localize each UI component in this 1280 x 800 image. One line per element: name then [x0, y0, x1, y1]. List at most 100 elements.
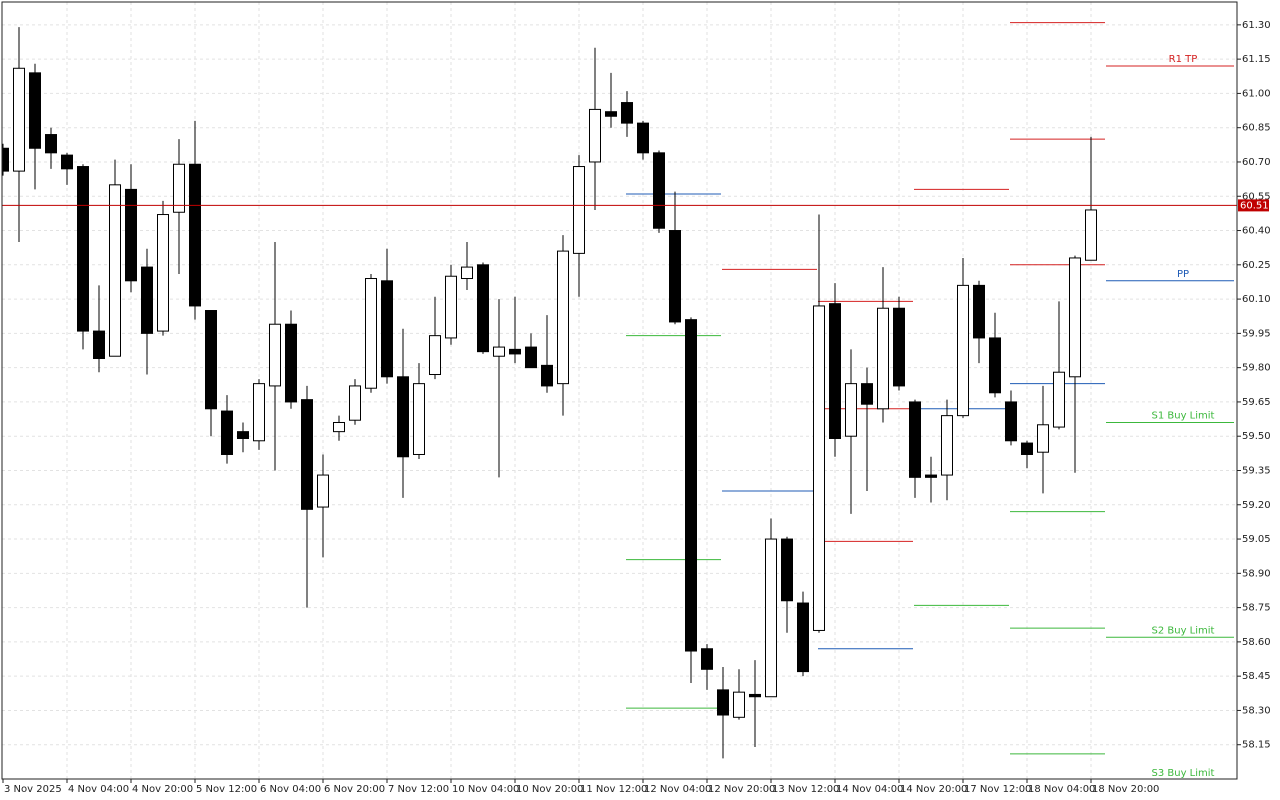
- x-tick-label: 7 Nov 12:00: [388, 784, 449, 795]
- candle-body: [269, 323, 281, 387]
- candle-body: [461, 266, 473, 280]
- candle-body: [557, 250, 569, 385]
- y-tick-label: 60.85: [1242, 123, 1271, 134]
- level-label: PP: [1177, 269, 1189, 280]
- y-tick-label: 60.10: [1242, 294, 1271, 305]
- candle-body: [1069, 257, 1081, 378]
- candle-body: [141, 266, 153, 334]
- candle-body: [1021, 442, 1033, 455]
- candle-body: [397, 376, 409, 458]
- candle-body: [253, 383, 265, 442]
- candle-body: [109, 184, 121, 357]
- candle-body: [909, 401, 921, 478]
- candle-body: [1005, 401, 1017, 442]
- candle-body: [973, 284, 985, 339]
- x-tick-label: 12 Nov 04:00: [644, 784, 711, 795]
- x-tick-label: 12 Nov 20:00: [708, 784, 775, 795]
- y-tick-label: 58.90: [1242, 568, 1271, 579]
- plot-border: [1, 1, 1238, 780]
- candle-body: [541, 364, 553, 387]
- y-tick-label: 60.70: [1242, 157, 1271, 168]
- x-tick-label: 18 Nov 20:00: [1092, 784, 1159, 795]
- y-tick-label: 61.15: [1242, 54, 1271, 65]
- level-label: R1 TP: [1169, 54, 1198, 65]
- x-tick-label: 18 Nov 04:00: [1028, 784, 1095, 795]
- y-tick-label: 60.55: [1242, 191, 1271, 202]
- y-tick-label: 59.95: [1242, 328, 1271, 339]
- candle-body: [877, 307, 889, 410]
- candle-body: [813, 305, 825, 631]
- candle-body: [621, 102, 633, 124]
- candle-body: [61, 154, 73, 170]
- y-tick-label: 59.05: [1242, 534, 1271, 545]
- candle-body: [525, 346, 537, 369]
- x-tick-label: 11 Nov 12:00: [580, 784, 647, 795]
- y-tick-label: 58.30: [1242, 705, 1271, 716]
- candle-body: [765, 538, 777, 698]
- candle-body: [13, 67, 25, 172]
- candle-body: [1037, 424, 1049, 453]
- price-tag: [1238, 199, 1269, 212]
- candle-body: [381, 280, 393, 378]
- y-tick-label: 59.20: [1242, 500, 1271, 511]
- candle-body: [2, 147, 9, 172]
- candle-body: [157, 214, 169, 332]
- candle-body: [173, 163, 185, 213]
- level-label: S3 Buy Limit: [1152, 768, 1215, 779]
- candle-body: [493, 346, 505, 357]
- candle-body: [1085, 209, 1097, 261]
- candle-body: [653, 152, 665, 229]
- candle-body: [285, 323, 297, 403]
- x-tick-label: 10 Nov 04:00: [452, 784, 519, 795]
- y-tick-label: 59.50: [1242, 431, 1271, 442]
- axes: 61.30 61.15 61.00 60.85 60.70 60.55 60.40 60.25…: [2, 20, 1271, 795]
- candle-body: [29, 72, 41, 149]
- candle-body: [605, 111, 617, 117]
- candle-body: [925, 474, 937, 478]
- candle-body: [445, 275, 457, 339]
- candle-body: [733, 691, 745, 718]
- x-tick-label: 14 Nov 04:00: [836, 784, 903, 795]
- candle-body: [125, 188, 137, 282]
- candle-body: [941, 415, 953, 476]
- candle-body: [957, 284, 969, 417]
- candle-body: [989, 337, 1001, 394]
- y-tick-label: 60.25: [1242, 260, 1271, 271]
- candle-body: [797, 602, 809, 673]
- level-label: S1 Buy Limit: [1152, 410, 1215, 421]
- x-tick-label: 13 Nov 12:00: [772, 784, 839, 795]
- candle-body: [93, 330, 105, 360]
- candle-body: [573, 166, 585, 254]
- y-tick-label: 58.45: [1242, 671, 1271, 682]
- x-tick-label: 14 Nov 20:00: [900, 784, 967, 795]
- y-tick-label: 58.15: [1242, 740, 1271, 751]
- x-tick-label: 5 Nov 12:00: [196, 784, 257, 795]
- candle-body: [861, 383, 873, 405]
- y-tick-label: 61.30: [1242, 20, 1271, 31]
- price-label: 60.51: [1240, 200, 1269, 211]
- candle-body: [333, 421, 345, 433]
- candle-body: [637, 122, 649, 154]
- x-tick-label: 17 Nov 12:00: [964, 784, 1031, 795]
- y-tick-label: 60.40: [1242, 226, 1271, 237]
- candle-body: [701, 648, 713, 670]
- candle-body: [829, 303, 841, 439]
- candle-body: [477, 264, 489, 353]
- candle-body: [509, 348, 521, 355]
- x-tick-label: 4 Nov 04:00: [68, 784, 129, 795]
- y-tick-label: 59.65: [1242, 397, 1271, 408]
- candle-body: [717, 689, 729, 716]
- candle-body: [301, 399, 313, 510]
- candle-body: [413, 383, 425, 455]
- candle-body: [845, 383, 857, 437]
- x-tick-label: 3 Nov 2025: [4, 784, 62, 795]
- candle-body: [1053, 371, 1065, 428]
- y-tick-label: 58.75: [1242, 603, 1271, 614]
- y-tick-label: 59.35: [1242, 465, 1271, 476]
- y-tick-label: 61.00: [1242, 88, 1271, 99]
- candle-body: [669, 230, 681, 323]
- candle-body: [205, 310, 217, 410]
- candle-body: [349, 385, 361, 421]
- candle-body: [77, 166, 89, 332]
